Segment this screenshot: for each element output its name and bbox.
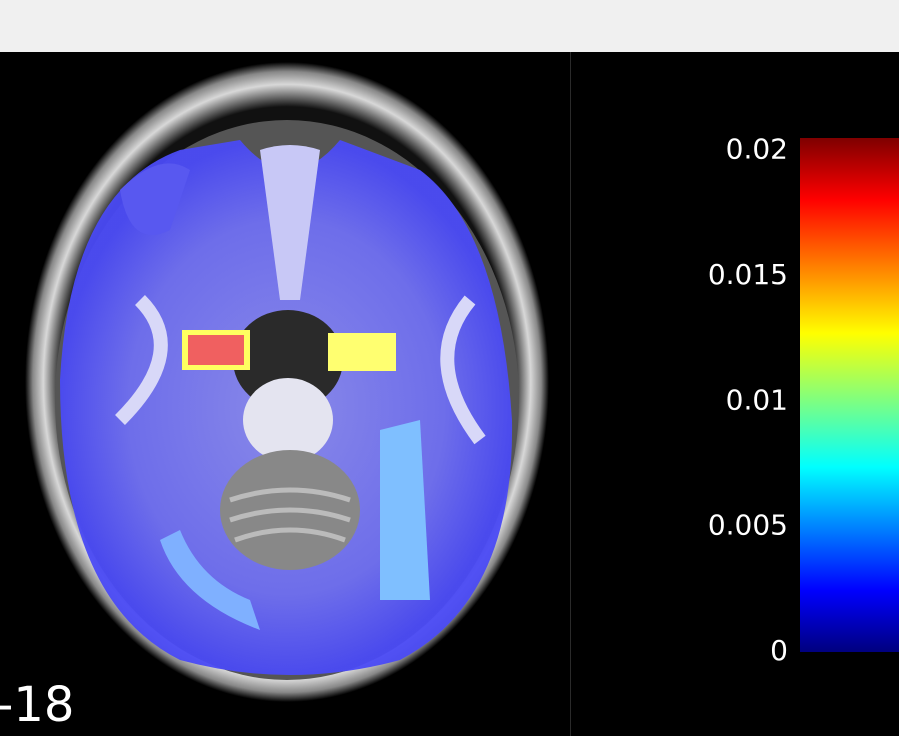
brain-slice xyxy=(25,62,549,702)
colorbar-tick-label: 0.02 xyxy=(726,133,788,166)
toolbar xyxy=(0,0,899,52)
colorbar-tick-label: 0.01 xyxy=(726,383,788,416)
slice-label: -18 xyxy=(0,677,74,733)
colorbar-tick-label: 0.005 xyxy=(708,509,788,542)
colorbar xyxy=(800,138,899,652)
colorbar-tick-label: 0 xyxy=(770,634,788,667)
colorbar-tick-label: 0.015 xyxy=(708,258,788,291)
